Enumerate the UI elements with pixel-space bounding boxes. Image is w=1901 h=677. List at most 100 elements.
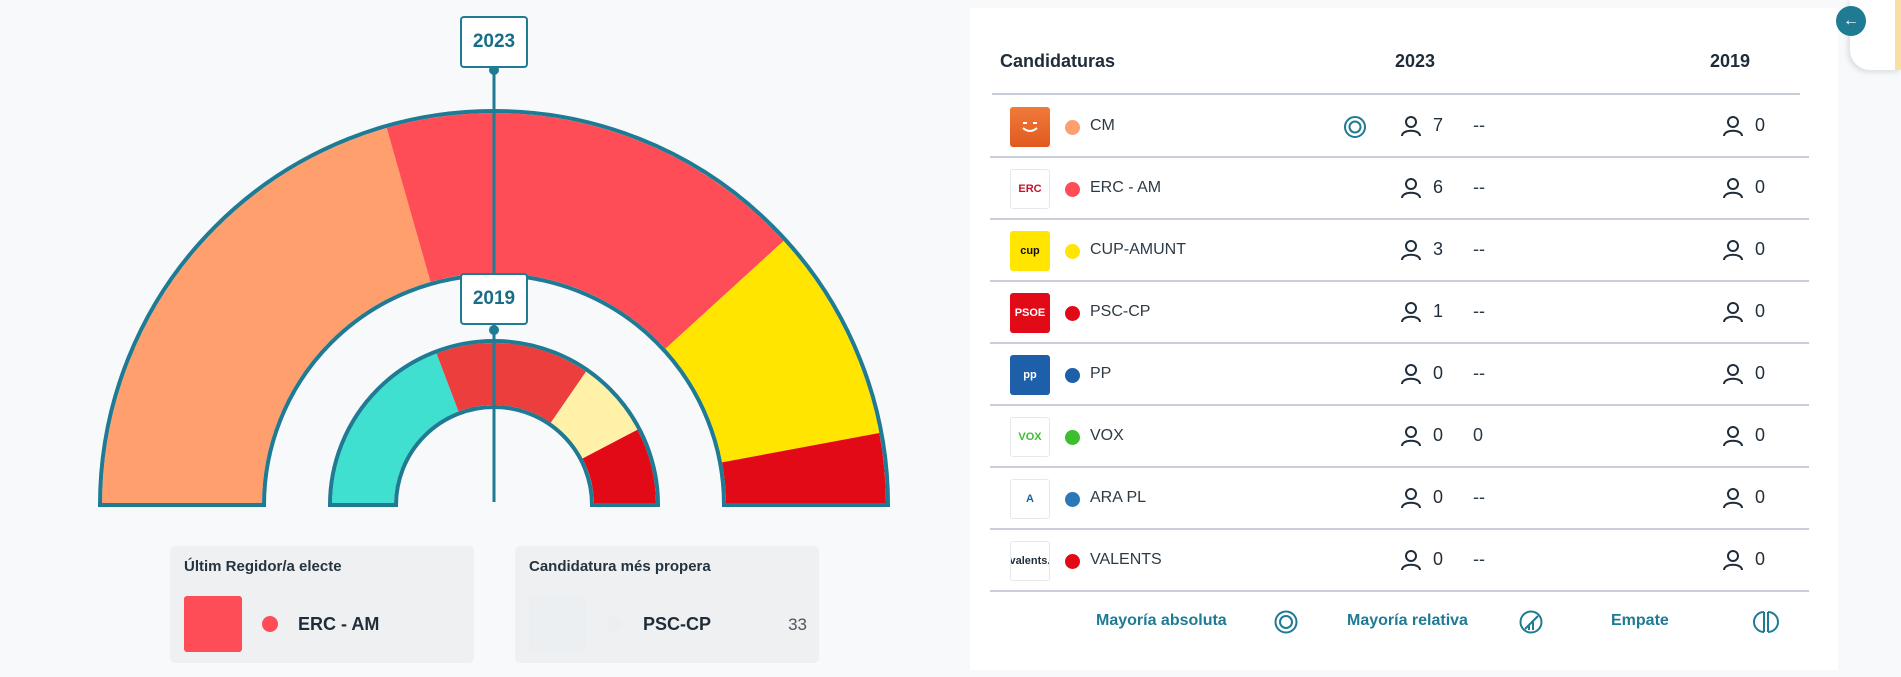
party-color-dot	[1065, 430, 1080, 445]
seats-2019: 0	[1755, 115, 1766, 135]
user-icon	[1401, 488, 1421, 509]
party-color-dot	[1065, 182, 1080, 197]
seats-2023: 0	[1433, 549, 1444, 569]
table-row[interactable]: valents. VALENTS 0 -- 0	[990, 530, 1809, 592]
party-logo-text: ERC	[1018, 183, 1042, 195]
header-2019: 2019	[1710, 51, 1751, 71]
seats-2023: 0	[1433, 425, 1444, 445]
table-row[interactable]: CM 7 -- 0	[990, 96, 1809, 158]
table-row[interactable]: pp PP 0 -- 0	[990, 344, 1809, 406]
party-logo	[1010, 107, 1050, 147]
legend-relative-label: Mayoría relativa	[1347, 612, 1468, 629]
outer-ring-segment-1[interactable]	[386, 112, 784, 349]
party-logo-text: A	[1026, 493, 1034, 505]
outer-ring-segment-3[interactable]	[722, 432, 886, 505]
inner-ring-segment-2[interactable]	[550, 371, 638, 459]
party-name: PSC-CP	[1090, 303, 1151, 320]
party-logo: cup	[1010, 231, 1050, 271]
user-icon	[1401, 240, 1421, 261]
party-color-dot	[1065, 368, 1080, 383]
seats-diff: --	[1473, 487, 1485, 507]
party-logo-text: VOX	[1018, 431, 1042, 443]
last-elected-swatch	[184, 596, 242, 652]
party-logo-text: valents.	[1010, 555, 1050, 567]
seats-2023: 1	[1433, 301, 1444, 321]
seats-2019: 0	[1755, 425, 1766, 445]
party-name: ERC - AM	[1090, 179, 1162, 196]
inner-ring-segment-3[interactable]	[582, 429, 656, 505]
year-tag-2019: 2019	[460, 273, 528, 325]
party-name: ARA PL	[1090, 489, 1147, 506]
party-color-dot	[1065, 120, 1080, 135]
table-row[interactable]: cup CUP-AMUNT 3 -- 0	[990, 220, 1809, 282]
seats-diff: 0	[1473, 425, 1484, 445]
seats-2019: 0	[1755, 301, 1766, 321]
table-row[interactable]: PSOE PSC-CP 1 -- 0	[990, 282, 1809, 344]
hemicycle-chart	[97, 65, 891, 507]
table-row[interactable]: A ARA PL 0 -- 0	[990, 468, 1809, 530]
nearest-title: Candidatura més propera	[529, 558, 711, 575]
hemicycle-area: 2023 2019 Últim Regidor/a electe ERC - A…	[97, 16, 891, 663]
user-icon	[1723, 240, 1743, 261]
seats-diff: --	[1473, 363, 1485, 383]
table-row[interactable]: ERC ERC - AM 6 -- 0	[990, 158, 1809, 220]
legend: Mayoría absoluta Mayoría relativa Empate	[970, 608, 1838, 648]
user-icon	[1723, 488, 1743, 509]
seats-diff: --	[1473, 549, 1485, 569]
outer-ring-segment-0[interactable]	[102, 127, 431, 505]
user-icon	[1723, 550, 1743, 571]
user-icon	[1723, 178, 1743, 199]
tie-icon	[1753, 611, 1779, 633]
absolute-majority-icon	[1274, 610, 1298, 634]
legend-tie-label: Empate	[1611, 612, 1669, 629]
party-logo-text: cup	[1020, 245, 1040, 257]
party-color-dot	[1065, 306, 1080, 321]
party-name: CM	[1090, 117, 1115, 134]
user-icon	[1401, 178, 1421, 199]
collapse-panel-button[interactable]: ←	[1836, 6, 1866, 36]
nearest-party: PSC-CP	[643, 614, 712, 634]
user-icon	[1401, 550, 1421, 571]
seats-2023: 0	[1433, 363, 1444, 383]
last-elected-party: ERC - AM	[298, 614, 380, 634]
nearest-value: 33	[788, 615, 807, 634]
last-elected-dot	[262, 616, 278, 632]
seats-diff: --	[1473, 239, 1485, 259]
year-tag-2023: 2023	[460, 16, 528, 68]
seats-2019: 0	[1755, 487, 1766, 507]
seats-diff: --	[1473, 115, 1485, 135]
party-name: CUP-AMUNT	[1090, 241, 1186, 258]
seats-2019: 0	[1755, 363, 1766, 383]
inner-ring-segment-1[interactable]	[436, 343, 587, 423]
party-logo: pp	[1010, 355, 1050, 395]
inner-ring-segment-0[interactable]	[332, 353, 459, 505]
party-name: VALENTS	[1090, 551, 1162, 568]
outer-ring-segment-2[interactable]	[665, 240, 880, 463]
party-color-dot	[1065, 492, 1080, 507]
user-icon	[1723, 302, 1743, 323]
absolute-majority-icon	[1344, 116, 1366, 138]
inner-ring-outline	[327, 339, 661, 507]
last-elected-box: Últim Regidor/a electe ERC - AM	[170, 546, 474, 663]
last-elected-title: Últim Regidor/a electe	[184, 558, 342, 575]
legend-absolute-label: Mayoría absoluta	[1096, 612, 1227, 629]
seats-2023: 0	[1433, 487, 1444, 507]
table-header: Candidaturas 2023 2019	[970, 8, 1838, 96]
nearest-candidature-box: Candidatura més propera PSC-CP 33	[515, 546, 819, 663]
header-candidatures: Candidaturas	[1000, 51, 1116, 71]
seats-2023: 6	[1433, 177, 1444, 197]
outer-ring-outline	[97, 109, 891, 507]
seats-2023: 7	[1433, 115, 1444, 135]
party-logo: valents.	[1010, 541, 1050, 581]
table-row[interactable]: VOX VOX 0 0 0	[990, 406, 1809, 468]
party-logo-text: pp	[1023, 369, 1037, 381]
party-logo: VOX	[1010, 417, 1050, 457]
party-logo: ERC	[1010, 169, 1050, 209]
user-icon	[1723, 426, 1743, 447]
header-divider	[992, 93, 1800, 95]
nearest-dot	[607, 616, 623, 632]
seats-diff: --	[1473, 177, 1485, 197]
seats-2019: 0	[1755, 549, 1766, 569]
nearest-swatch	[529, 596, 587, 652]
party-logo: A	[1010, 479, 1050, 519]
